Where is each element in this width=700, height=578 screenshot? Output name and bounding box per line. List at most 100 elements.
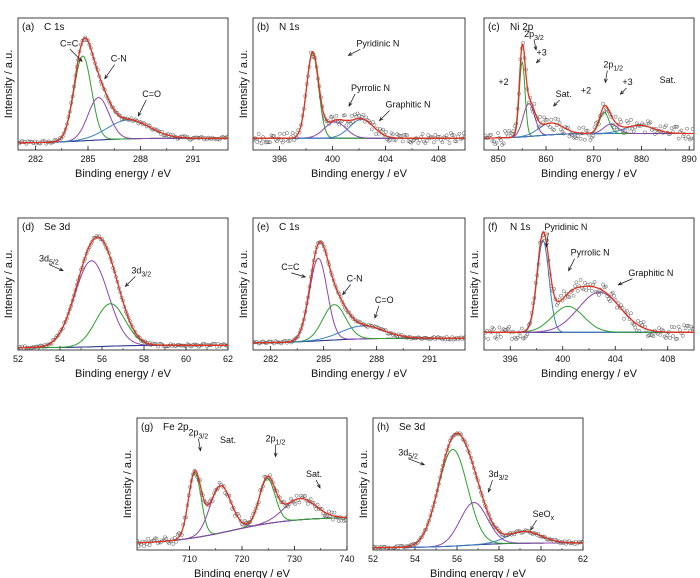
x-tick-label: 890 [682,154,697,164]
plot-frame [17,17,229,151]
data-point [584,128,589,133]
plot-area [253,240,465,346]
peak-annotation: C-N [347,274,363,284]
annotation-arrowhead [487,487,492,493]
plot-area [18,35,228,146]
data-point [286,139,291,143]
data-point [581,125,586,130]
panel-title: C 1s [44,22,65,33]
x-tick-label: 60 [181,354,191,364]
data-point [497,325,502,330]
plot-frame [252,217,466,351]
data-point [56,333,61,337]
peak-annotation: 3d5/2 [39,254,59,267]
envelope-fit [373,432,583,549]
peak-annotation: +3 [622,77,632,87]
x-tick-label: 52 [368,554,378,564]
data-point [615,127,619,132]
data-point [426,133,431,138]
annotation-arrowhead [124,282,130,288]
data-point [171,542,176,546]
data-point [140,539,145,544]
data-point [616,122,621,127]
data-point [320,241,325,246]
data-point [507,324,512,329]
data-point [496,332,500,337]
x-tick-label: 730 [287,554,302,564]
data-point [619,303,624,308]
data-point [494,140,499,145]
data-point [279,500,284,505]
data-point [259,141,264,146]
x-tick-label: 56 [452,554,462,564]
component-peak-1 [253,52,465,139]
panel-title: Se 3d [44,222,70,233]
data-point [629,311,633,316]
annotation-arrow [137,99,147,117]
data-point [308,497,313,501]
y-axis-label: Intensity / a.u. [3,50,15,118]
data-point [648,120,653,125]
component-peak-3 [253,325,465,344]
y-axis-label: Intensity / a.u. [358,450,370,518]
data-point [690,126,694,131]
data-point [329,510,334,515]
data-point [581,539,583,544]
xps-panel-1: 282 285 288 291 (a) C 1s Binding energy / eV In… [3,17,229,180]
data-point [278,131,282,136]
data-point [591,134,596,138]
data-point [547,125,552,129]
peak-annotation: 3d5/2 [398,448,418,461]
data-point [622,316,626,321]
x-tick-label: 400 [555,354,570,364]
data-point [613,114,618,119]
data-point [90,239,95,244]
data-point [585,129,590,133]
data-point [561,131,566,136]
data-point [331,517,335,522]
data-point [668,336,673,341]
annotation-arrow [291,272,306,278]
peak-annotation: C=C [60,38,79,48]
data-point [297,500,302,505]
data-point [285,131,289,135]
x-tick-label: 282 [263,354,278,364]
data-point [665,333,670,338]
peak-annotation: Sat. [556,89,572,99]
data-point [220,342,225,347]
data-point [571,293,576,298]
x-tick-label: 404 [608,354,623,364]
panel-tag: (c) [488,22,500,33]
data-point [405,133,409,138]
envelope-fit [253,50,465,139]
annotation-arrowhead [104,74,109,80]
data-point [515,335,520,340]
data-point [303,494,307,498]
data-point [174,539,179,544]
data-point [579,540,583,544]
envelope-fit [484,42,694,139]
data-point [501,141,506,146]
x-tick-label: 396 [503,354,518,364]
annotation-arrow [553,99,560,107]
peak-annotation: Graphitic N [386,100,431,110]
data-point [599,290,604,295]
data-point [664,123,668,128]
x-tick-label: 396 [272,154,287,164]
data-point [440,140,445,145]
x-tick-label: 62 [578,554,588,564]
data-point [330,114,334,119]
annotation-arrowhead [137,111,142,117]
peak-annotation: C=C [281,262,300,272]
data-point [676,136,681,141]
data-point [147,543,152,548]
data-point [315,502,320,507]
y-axis-label: Intensity / a.u. [238,50,250,118]
data-point [163,344,167,349]
annotation-arrowhead [347,52,353,56]
data-point [432,140,436,145]
peak-annotation: Pyrrolic N [351,83,390,93]
data-point [554,303,559,308]
data-point [676,324,681,329]
data-point [341,113,346,118]
